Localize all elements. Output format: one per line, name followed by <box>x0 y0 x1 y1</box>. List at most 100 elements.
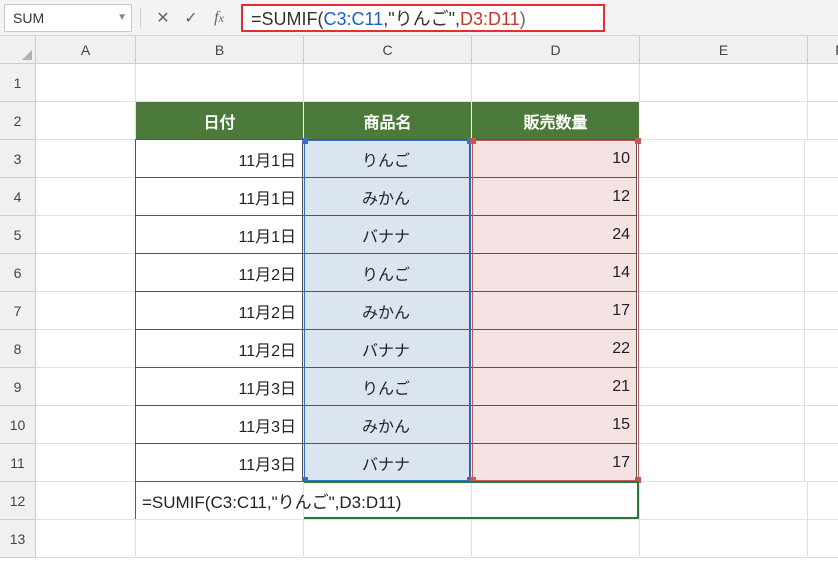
row-header-13[interactable]: 13 <box>0 520 36 558</box>
cell-C8[interactable]: バナナ <box>302 329 470 368</box>
cell-A7[interactable] <box>36 292 136 330</box>
cell-E11[interactable] <box>637 444 805 482</box>
cell-A5[interactable] <box>36 216 136 254</box>
cell-A13[interactable] <box>36 520 136 558</box>
cell-F11[interactable] <box>805 444 838 482</box>
cell-E7[interactable] <box>637 292 805 330</box>
row-header-1[interactable]: 1 <box>0 64 36 102</box>
cell-C6[interactable]: りんご <box>302 253 470 292</box>
cell-C13[interactable] <box>304 520 472 558</box>
worksheet[interactable]: ABCDEF 12345678910111213 日付商品名販売数量11月1日り… <box>0 36 838 578</box>
cell-B13[interactable] <box>136 520 304 558</box>
cell-E1[interactable] <box>640 64 808 102</box>
col-header-C[interactable]: C <box>304 36 472 64</box>
col-header-E[interactable]: E <box>640 36 808 64</box>
enter-icon[interactable]: ✓ <box>177 4 205 32</box>
cell-C10[interactable]: みかん <box>302 405 470 444</box>
select-all-corner[interactable] <box>0 36 36 64</box>
cell-F7[interactable] <box>805 292 838 330</box>
cell-F4[interactable] <box>805 178 838 216</box>
cell-D11[interactable]: 17 <box>469 443 637 482</box>
cell-E10[interactable] <box>637 406 805 444</box>
cell-D7[interactable]: 17 <box>469 291 637 330</box>
cell-D4[interactable]: 12 <box>469 177 637 216</box>
cell-F3[interactable] <box>805 140 838 178</box>
row-header-12[interactable]: 12 <box>0 482 36 520</box>
name-box[interactable]: SUM ▼ <box>4 4 132 32</box>
cell-A12[interactable] <box>36 482 136 520</box>
cell-B4[interactable]: 11月1日 <box>135 177 303 216</box>
cell-F9[interactable] <box>805 368 838 406</box>
cell-B12[interactable]: =SUMIF(C3:C11,"りんご",D3:D11) <box>136 482 304 520</box>
cell-B6[interactable]: 11月2日 <box>135 253 303 292</box>
cell-B10[interactable]: 11月3日 <box>135 405 303 444</box>
cell-D9[interactable]: 21 <box>469 367 637 406</box>
row-header-11[interactable]: 11 <box>0 444 36 482</box>
cell-A3[interactable] <box>36 140 136 178</box>
cell-E3[interactable] <box>637 140 805 178</box>
cell-F2[interactable] <box>808 102 838 140</box>
cell-B2[interactable]: 日付 <box>136 102 304 140</box>
cell-C3[interactable]: りんご <box>302 139 470 178</box>
cell-C9[interactable]: りんご <box>302 367 470 406</box>
row-header-6[interactable]: 6 <box>0 254 36 292</box>
col-header-B[interactable]: B <box>136 36 304 64</box>
cell-D2[interactable]: 販売数量 <box>472 102 640 140</box>
cell-E9[interactable] <box>637 368 805 406</box>
cell-D1[interactable] <box>472 64 640 102</box>
row-header-7[interactable]: 7 <box>0 292 36 330</box>
formula-input[interactable]: =SUMIF(C3:C11,"りんご",D3:D11) <box>241 4 605 32</box>
cell-A6[interactable] <box>36 254 136 292</box>
cell-F6[interactable] <box>805 254 838 292</box>
cell-F13[interactable] <box>808 520 838 558</box>
row-header-8[interactable]: 8 <box>0 330 36 368</box>
cell-D12[interactable] <box>472 482 640 520</box>
col-header-A[interactable]: A <box>36 36 136 64</box>
cell-C2[interactable]: 商品名 <box>304 102 472 140</box>
cell-A4[interactable] <box>36 178 136 216</box>
cell-B7[interactable]: 11月2日 <box>135 291 303 330</box>
cell-D13[interactable] <box>472 520 640 558</box>
row-header-5[interactable]: 5 <box>0 216 36 254</box>
cell-B3[interactable]: 11月1日 <box>135 139 303 178</box>
cell-E8[interactable] <box>637 330 805 368</box>
row-header-3[interactable]: 3 <box>0 140 36 178</box>
cell-A8[interactable] <box>36 330 136 368</box>
cell-C4[interactable]: みかん <box>302 177 470 216</box>
cell-D3[interactable]: 10 <box>469 139 637 178</box>
col-header-D[interactable]: D <box>472 36 640 64</box>
cell-C5[interactable]: バナナ <box>302 215 470 254</box>
cancel-icon[interactable]: ✕ <box>149 4 177 32</box>
cell-B8[interactable]: 11月2日 <box>135 329 303 368</box>
row-header-2[interactable]: 2 <box>0 102 36 140</box>
fx-icon[interactable]: fx <box>205 4 233 32</box>
cell-D8[interactable]: 22 <box>469 329 637 368</box>
cell-B11[interactable]: 11月3日 <box>135 443 303 482</box>
col-header-F[interactable]: F <box>808 36 838 64</box>
row-header-9[interactable]: 9 <box>0 368 36 406</box>
cell-A9[interactable] <box>36 368 136 406</box>
cell-D6[interactable]: 14 <box>469 253 637 292</box>
cell-E4[interactable] <box>637 178 805 216</box>
cell-F5[interactable] <box>805 216 838 254</box>
cell-C1[interactable] <box>304 64 472 102</box>
cell-A2[interactable] <box>36 102 136 140</box>
cell-A1[interactable] <box>36 64 136 102</box>
cell-E5[interactable] <box>637 216 805 254</box>
dropdown-icon[interactable]: ▼ <box>117 12 127 23</box>
cell-F8[interactable] <box>805 330 838 368</box>
cell-B5[interactable]: 11月1日 <box>135 215 303 254</box>
cell-F12[interactable] <box>808 482 838 520</box>
cell-E13[interactable] <box>640 520 808 558</box>
cell-B1[interactable] <box>136 64 304 102</box>
cell-F10[interactable] <box>805 406 838 444</box>
cell-C11[interactable]: バナナ <box>302 443 470 482</box>
row-header-10[interactable]: 10 <box>0 406 36 444</box>
cell-grid[interactable]: 日付商品名販売数量11月1日りんご1011月1日みかん1211月1日バナナ241… <box>36 64 838 558</box>
cell-E2[interactable] <box>640 102 808 140</box>
row-header-4[interactable]: 4 <box>0 178 36 216</box>
cell-C7[interactable]: みかん <box>302 291 470 330</box>
cell-D5[interactable]: 24 <box>469 215 637 254</box>
cell-E6[interactable] <box>637 254 805 292</box>
cell-A11[interactable] <box>36 444 136 482</box>
